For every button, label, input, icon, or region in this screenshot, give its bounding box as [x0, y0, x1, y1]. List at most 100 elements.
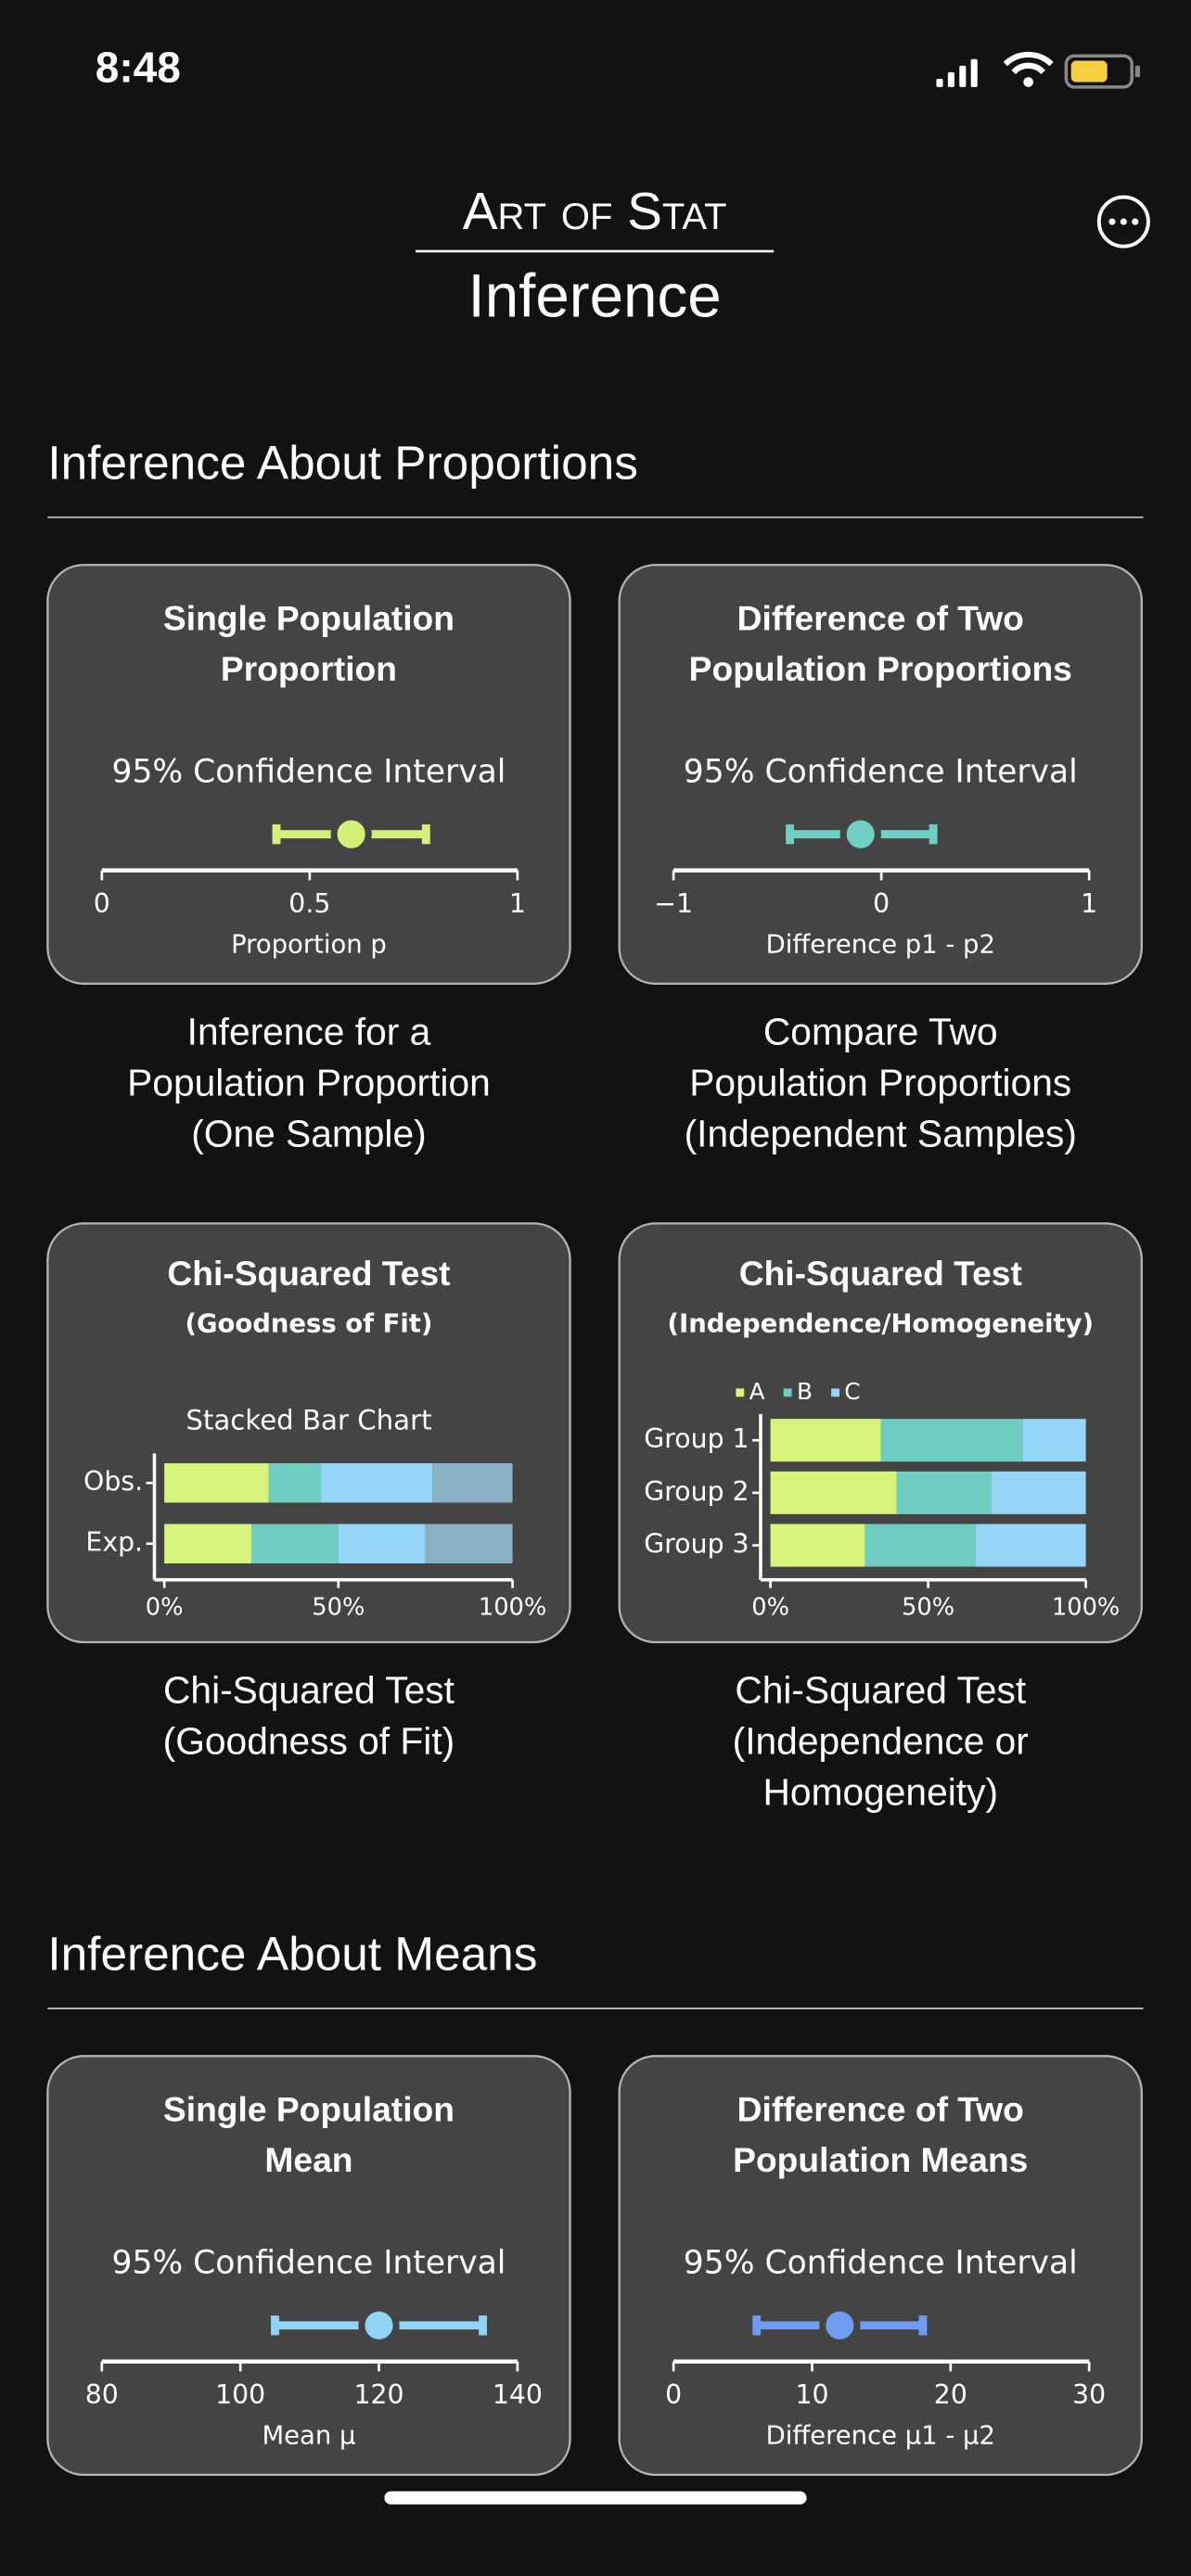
card-caption: Compare Two [763, 1010, 998, 1052]
bar-segment [321, 1462, 433, 1503]
x-axis-label: Mean μ [262, 2422, 355, 2451]
point-estimate [330, 813, 372, 855]
legend-label: A [749, 1378, 765, 1405]
interval-cap [479, 2315, 487, 2336]
status-icons [936, 51, 1141, 89]
point-estimate [358, 2304, 400, 2346]
x-tick-label: 80 [85, 2379, 119, 2410]
interval-cap [272, 824, 281, 845]
chart-title: 95% Confidence Interval [684, 2245, 1078, 2282]
bar-segment [164, 1462, 269, 1503]
legend-swatch [831, 1388, 839, 1397]
interval-cap [271, 2315, 279, 2336]
bar-segment [268, 1462, 322, 1503]
x-tick-label: 1 [509, 888, 526, 919]
x-tick-label: 20 [934, 2379, 967, 2410]
card-title: Proportion [221, 649, 397, 688]
x-tick-label: 30 [1072, 2379, 1106, 2410]
category-label: Exp. [85, 1527, 143, 1558]
card-caption: Inference for a [187, 1010, 431, 1052]
card-caption: Population Proportions [689, 1061, 1071, 1103]
x-tick-label: 100% [479, 1593, 546, 1621]
card-subtitle: (Independence/Homogeneity) [667, 1310, 1094, 1339]
interval-cap [786, 824, 795, 845]
x-axis-label: Proportion p [231, 931, 387, 960]
x-tick-label: 100% [1052, 1593, 1120, 1621]
home-indicator [384, 2491, 807, 2505]
x-tick-label: 50% [902, 1593, 954, 1621]
chart-title: 95% Confidence Interval [111, 2245, 506, 2282]
page-title: Inference [468, 261, 722, 329]
x-tick-label: 10 [795, 2379, 828, 2410]
bar-segment [432, 1462, 513, 1503]
app-brand: Art of Stat [463, 183, 727, 241]
card[interactable] [46, 2055, 571, 2477]
bar-segment [864, 1524, 976, 1567]
card-title: Population Means [733, 2140, 1028, 2179]
x-tick-label: 0% [146, 1593, 184, 1621]
interval-cap [421, 824, 430, 845]
card[interactable] [46, 564, 571, 985]
x-axis-label: Difference μ1 - μ2 [766, 2422, 995, 2451]
bar-segment [425, 1524, 513, 1563]
x-tick-label: 0 [665, 2379, 682, 2410]
card-caption: (Goodness of Fit) [163, 1720, 455, 1763]
x-tick-label: 100 [215, 2379, 265, 2410]
bar-segment [880, 1419, 1023, 1462]
x-tick-label: 0.5 [288, 888, 330, 919]
card-title: Difference of Two [737, 2089, 1024, 2128]
interval-cap [752, 2315, 762, 2336]
card-title: Single Population [163, 2089, 455, 2128]
card-caption: Chi-Squared Test [735, 1669, 1027, 1712]
point-estimate [839, 813, 881, 855]
card-title: Mean [264, 2140, 352, 2179]
bar-segment [770, 1419, 881, 1462]
card-title: Chi-Squared Test [167, 1254, 450, 1293]
card-caption: (Independence or [733, 1720, 1029, 1763]
more-button[interactable] [1096, 195, 1150, 249]
card-caption: Homogeneity) [763, 1770, 998, 1813]
card[interactable] [618, 564, 1144, 985]
bar-segment [1022, 1419, 1086, 1462]
bar-segment [991, 1471, 1086, 1514]
card[interactable] [618, 2055, 1144, 2477]
chart-title: Stacked Bar Chart [186, 1405, 431, 1436]
bar-segment [770, 1524, 865, 1567]
x-tick-label: 1 [1081, 888, 1097, 919]
x-tick-label: 0 [873, 888, 890, 919]
card-title: Chi-Squared Test [739, 1254, 1022, 1293]
status-time: 8:48 [96, 43, 181, 91]
card-subtitle: (Goodness of Fit) [186, 1310, 433, 1339]
x-tick-label: 50% [312, 1593, 365, 1621]
point-estimate [819, 2304, 861, 2346]
bar-segment [164, 1524, 251, 1563]
card-caption: (One Sample) [191, 1112, 426, 1154]
category-label: Obs. [83, 1466, 143, 1497]
bar-segment [338, 1524, 426, 1563]
legend-label: B [797, 1378, 813, 1405]
bar-segment [770, 1471, 897, 1514]
x-tick-label: 140 [493, 2379, 543, 2410]
interval-cap [918, 2315, 928, 2336]
bar-segment [896, 1471, 992, 1514]
chart-title: 95% Confidence Interval [111, 754, 506, 791]
x-tick-label: 0 [94, 888, 110, 919]
card-caption: (Independent Samples) [685, 1112, 1077, 1154]
card-title: Difference of Two [737, 598, 1024, 637]
card-title: Population Proportions [689, 649, 1072, 688]
legend-swatch [783, 1388, 792, 1397]
interval-cap [928, 824, 938, 845]
category-label: Group 1 [644, 1423, 749, 1454]
category-label: Group 2 [644, 1476, 749, 1507]
card-title: Single Population [163, 598, 455, 637]
legend-swatch [736, 1388, 745, 1397]
card-caption: Chi-Squared Test [163, 1669, 455, 1712]
section-heading: Inference About Means [47, 1928, 537, 1981]
bar-segment [250, 1524, 339, 1563]
category-label: Group 3 [644, 1529, 749, 1560]
x-tick-label: 0% [751, 1593, 789, 1621]
card-caption: Population Proportion [127, 1061, 491, 1103]
chart-title: 95% Confidence Interval [684, 754, 1078, 791]
legend-label: C [844, 1378, 860, 1405]
